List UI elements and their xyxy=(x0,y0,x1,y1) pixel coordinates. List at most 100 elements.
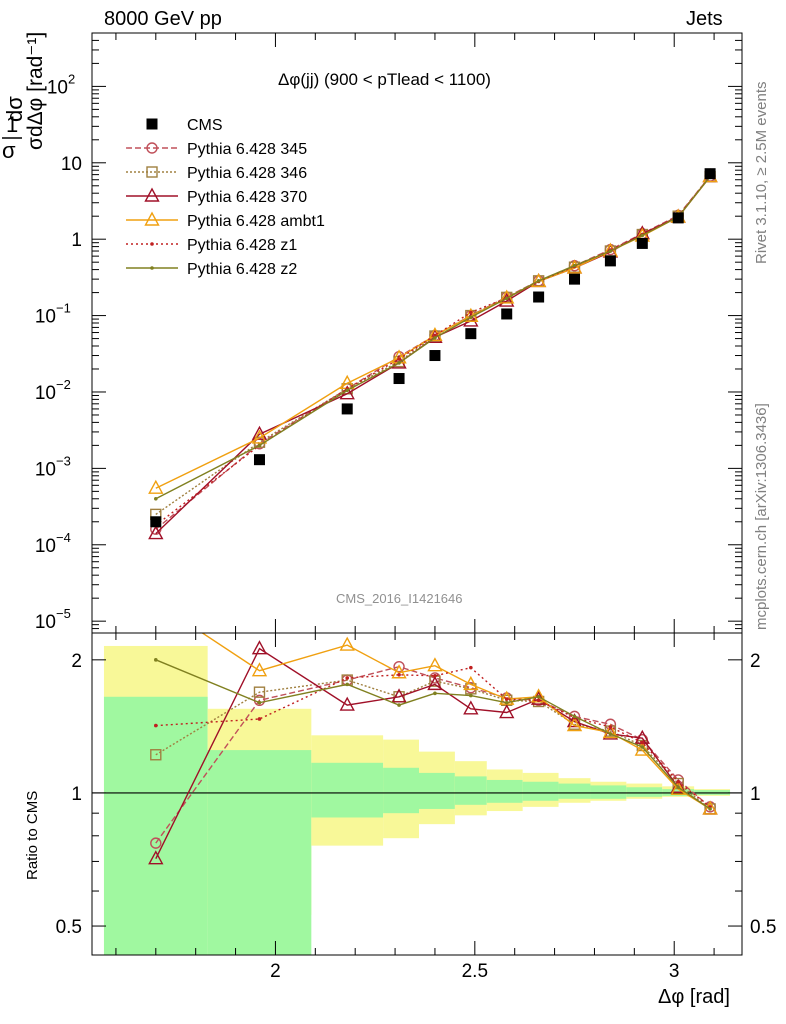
ratio-point-ambt1 xyxy=(602,724,619,739)
ratio-point-z1 xyxy=(504,697,509,701)
x-tick-label: 3 xyxy=(669,961,680,982)
ratio-point-z1 xyxy=(397,673,401,677)
y-tick-label: 10 xyxy=(35,383,56,404)
ratio-point-z2 xyxy=(708,807,712,811)
ratio-point-p346 xyxy=(150,749,162,761)
legend-marker-p370 xyxy=(144,187,160,202)
y-tick-label-exponent: −2 xyxy=(56,377,71,392)
ratio-plot-area xyxy=(148,633,718,865)
main-point-z2 xyxy=(345,388,350,393)
main-point-z2 xyxy=(504,296,509,301)
green-band xyxy=(454,776,487,805)
ratio-point-z2 xyxy=(397,703,401,707)
ylabel-sigma: σ xyxy=(2,138,16,163)
y-tick-label: 10 xyxy=(35,459,56,480)
ratio-bands xyxy=(103,645,731,955)
y-tick-label-exponent: −3 xyxy=(56,453,71,468)
main-point-z2 xyxy=(608,249,613,253)
y-tick-label-exponent: −1 xyxy=(56,301,71,316)
x-tick-label: 2 xyxy=(270,961,281,982)
y-tick-label: 10 xyxy=(35,307,56,328)
green-band xyxy=(522,781,559,801)
header-left-label: 8000 GeV pp xyxy=(104,8,222,30)
main-point-z2 xyxy=(397,361,401,365)
ratio-point-z2 xyxy=(433,691,437,696)
green-band xyxy=(558,783,591,799)
ratio-frame xyxy=(91,632,743,956)
y-tick-label-exponent: −5 xyxy=(56,606,71,621)
main-point-z1 xyxy=(397,357,401,361)
ratio-point-z2 xyxy=(504,700,509,705)
main-point-p370 xyxy=(463,312,479,327)
ratio-point-p345 xyxy=(604,718,617,730)
legend-label-ambt1: Pythia 6.428 ambt1 xyxy=(187,213,325,230)
main-point-z1 xyxy=(469,310,473,315)
ratio-point-p370 xyxy=(148,850,164,865)
main-point-ambt1 xyxy=(427,326,443,342)
legend-marker-p346 xyxy=(146,166,158,178)
ratio-point-p370 xyxy=(463,700,479,715)
main-point-p370 xyxy=(148,525,164,540)
green-band xyxy=(486,779,523,803)
ratio-line-p370 xyxy=(155,647,711,860)
ylabel-text: dσ xyxy=(2,96,27,122)
main-point-p370 xyxy=(391,354,407,369)
ratio-point-ambt1 xyxy=(251,662,268,677)
main-point-ambt1 xyxy=(148,479,164,494)
y-tick-label: 10 xyxy=(47,77,68,98)
ratio-y-tick-label-right: 0.5 xyxy=(750,917,776,938)
ratio-point-ambt1 xyxy=(566,717,583,732)
main-point-z2 xyxy=(257,443,262,448)
x-axis-label: Δφ [rad] xyxy=(658,986,730,1008)
green-band xyxy=(590,785,627,799)
ratio-point-z1 xyxy=(257,717,262,721)
legend-label-z2: Pythia 6.428 z2 xyxy=(187,261,297,278)
source-label: mcplots.cern.ch [arXiv:1306.3436] xyxy=(753,403,770,630)
legend-label-z1: Pythia 6.428 z1 xyxy=(187,237,297,254)
legend-label-p370: Pythia 6.428 370 xyxy=(187,189,307,206)
ratio-y-axis xyxy=(92,659,742,927)
main-point-ambt1 xyxy=(251,429,268,444)
rivet-version-label: Rivet 3.1.10, ≥ 2.5M events xyxy=(753,81,770,265)
ratio-point-ambt1 xyxy=(702,800,718,815)
legend-label-p345: Pythia 6.428 345 xyxy=(187,141,307,158)
y-tick-label: 10 xyxy=(35,536,56,557)
ratio-point-z2 xyxy=(257,700,262,705)
ratio-point-p370 xyxy=(391,688,407,703)
main-point-ambt1 xyxy=(530,272,547,288)
green-band xyxy=(418,772,455,809)
ratio-point-ambt1 xyxy=(339,636,355,651)
main-point-cms xyxy=(341,403,353,415)
ratio-point-z1 xyxy=(469,665,473,670)
ratio-point-p345 xyxy=(150,837,162,849)
main-point-cms xyxy=(569,273,581,285)
main-point-cms xyxy=(429,350,441,362)
ratio-y-tick-label: 0.5 xyxy=(56,917,82,938)
ratio-point-z2 xyxy=(469,693,473,698)
ratio-point-z2 xyxy=(154,658,158,662)
main-point-z2 xyxy=(572,263,577,268)
green-band xyxy=(383,767,419,814)
green-band xyxy=(311,762,384,818)
main-point-cms xyxy=(704,168,716,180)
main-y-axis xyxy=(92,32,742,634)
legend-label-p346: Pythia 6.428 346 xyxy=(187,165,307,182)
main-point-z2 xyxy=(433,336,437,340)
x-tick-label: 2.5 xyxy=(462,961,488,982)
ratio-point-p370 xyxy=(566,713,583,728)
ratio-point-z1 xyxy=(345,676,350,680)
ratio-point-p370 xyxy=(427,675,443,691)
ratio-point-ambt1 xyxy=(391,664,407,679)
main-point-z2 xyxy=(469,315,473,320)
main-point-z2 xyxy=(640,233,645,238)
ratio-y-tick-label: 2 xyxy=(71,651,82,672)
y-tick-label-exponent: −4 xyxy=(56,530,71,545)
ratio-point-z1 xyxy=(536,698,541,703)
main-plot-area xyxy=(148,168,718,540)
ratio-point-z1 xyxy=(154,723,158,728)
main-point-cms xyxy=(501,308,513,320)
ratio-point-z2 xyxy=(572,714,577,719)
ratio-point-z1 xyxy=(608,725,613,729)
